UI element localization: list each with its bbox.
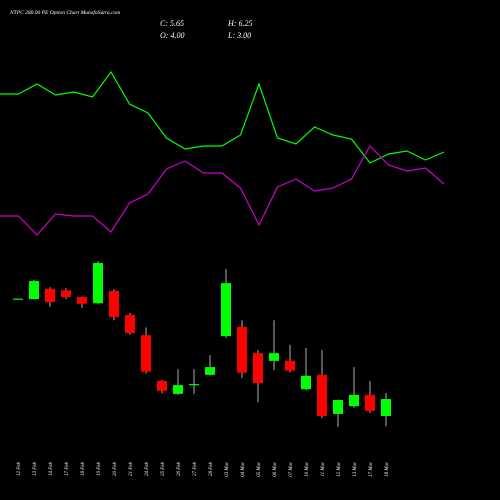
candle-body: [77, 297, 87, 304]
candle-body: [381, 399, 391, 416]
x-tick-label: 05 Mar: [257, 462, 262, 477]
candle-body: [61, 290, 71, 298]
candle-body: [333, 400, 343, 414]
candle-body: [93, 263, 103, 304]
candle-body: [349, 394, 359, 407]
candle-body: [173, 385, 183, 394]
candle-body: [285, 360, 295, 371]
x-tick-label: 19 Feb: [97, 462, 102, 477]
x-tick-label: 03 Mar: [225, 462, 230, 477]
x-tick-label: 12 Feb: [17, 462, 22, 477]
x-tick-label: 24 Feb: [145, 462, 150, 477]
high-summary: H: 6.25: [227, 19, 252, 28]
x-tick-label: 18 Feb: [81, 462, 86, 477]
candle-body: [125, 315, 135, 334]
x-tick-label: 11 Mar: [321, 462, 326, 477]
x-tick-label: 18 Mar: [385, 462, 390, 477]
x-tick-label: 12 Mar: [337, 462, 342, 477]
low-summary: L: 3.00: [227, 31, 251, 40]
x-tick-label: 21 Feb: [129, 462, 134, 477]
x-tick-label: 17 Feb: [65, 462, 70, 477]
candle-body: [141, 335, 151, 372]
candle-body: [221, 283, 231, 337]
candle-body: [253, 353, 263, 384]
candle-body: [205, 367, 215, 375]
x-tick-label: 13 Mar: [353, 462, 358, 477]
indicator-line: [0, 70, 445, 164]
candle-body: [109, 290, 119, 318]
open-summary: O: 4.00: [160, 31, 184, 40]
x-tick-label: 27 Feb: [193, 462, 198, 477]
x-tick-label: 13 Feb: [33, 462, 38, 477]
candle-body: [157, 380, 167, 391]
candle-body: [189, 384, 199, 386]
candle-body: [13, 298, 23, 300]
x-tick-label: 17 Mar: [369, 462, 374, 477]
x-tick-label: 07 Mar: [289, 462, 294, 477]
x-tick-label: 20 Feb: [113, 462, 118, 477]
x-tick-label: 25 Feb: [161, 462, 166, 477]
candle-body: [29, 281, 39, 300]
candle-body: [365, 394, 375, 411]
candle-body: [45, 288, 55, 303]
x-tick-label: 10 Mar: [305, 462, 310, 477]
x-tick-label: 06 Mar: [273, 462, 278, 477]
indicator-line: [0, 145, 445, 236]
candle-body: [269, 353, 279, 361]
x-tick-label: 14 Feb: [49, 462, 54, 477]
x-tick-label: 26 Feb: [177, 462, 182, 477]
chart-title: NTPC 280.00 PE Option Chart MunafaSutra.…: [9, 9, 120, 16]
candle-body: [317, 374, 327, 416]
candle-body: [237, 326, 247, 373]
close-summary: C: 5.65: [160, 19, 184, 28]
candle-body: [301, 375, 311, 390]
x-tick-label: 28 Feb: [209, 462, 214, 477]
x-tick-label: 04 Mar: [241, 462, 246, 477]
